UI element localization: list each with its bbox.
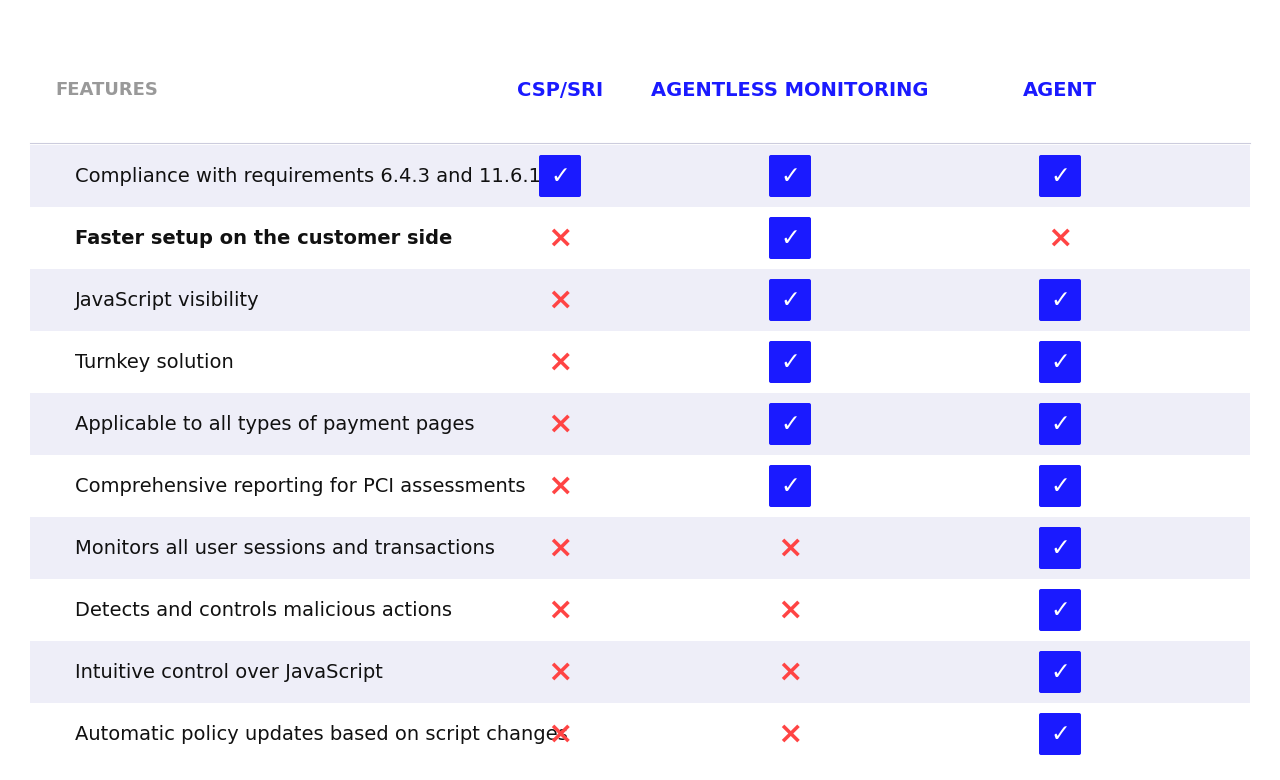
Text: ×: ×: [548, 410, 572, 438]
Text: FEATURES: FEATURES: [55, 81, 157, 99]
FancyBboxPatch shape: [769, 341, 812, 383]
Text: ✓: ✓: [1050, 350, 1070, 374]
Text: ✓: ✓: [1050, 412, 1070, 436]
Bar: [29, 641, 1251, 703]
FancyBboxPatch shape: [1039, 589, 1082, 631]
Text: Comprehensive reporting for PCI assessments: Comprehensive reporting for PCI assessme…: [76, 477, 526, 495]
Text: ×: ×: [548, 224, 572, 253]
Text: ×: ×: [548, 534, 572, 562]
Bar: [29, 269, 1251, 331]
Text: ×: ×: [548, 285, 572, 314]
FancyBboxPatch shape: [769, 465, 812, 507]
Text: Automatic policy updates based on script changes: Automatic policy updates based on script…: [76, 725, 568, 743]
Bar: [29, 703, 1251, 765]
Text: ✓: ✓: [780, 288, 800, 312]
Text: ×: ×: [548, 348, 572, 377]
Text: ×: ×: [548, 719, 572, 749]
Bar: [29, 455, 1251, 517]
FancyBboxPatch shape: [1039, 465, 1082, 507]
FancyBboxPatch shape: [1039, 341, 1082, 383]
Text: Compliance with requirements 6.4.3 and 11.6.1: Compliance with requirements 6.4.3 and 1…: [76, 166, 541, 186]
Text: ✓: ✓: [780, 474, 800, 498]
FancyBboxPatch shape: [1039, 279, 1082, 321]
Text: ×: ×: [548, 658, 572, 686]
Text: JavaScript visibility: JavaScript visibility: [76, 290, 260, 310]
Text: ×: ×: [548, 471, 572, 501]
Text: Faster setup on the customer side: Faster setup on the customer side: [76, 229, 452, 247]
Text: ×: ×: [777, 595, 803, 625]
FancyBboxPatch shape: [1039, 155, 1082, 197]
Text: ✓: ✓: [780, 164, 800, 188]
Text: AGENT: AGENT: [1023, 80, 1097, 100]
Text: ✓: ✓: [550, 164, 570, 188]
Bar: [29, 145, 1251, 207]
Text: ✓: ✓: [1050, 536, 1070, 560]
Text: ✓: ✓: [1050, 598, 1070, 622]
FancyBboxPatch shape: [1039, 713, 1082, 755]
Text: CSP/SRI: CSP/SRI: [517, 80, 603, 100]
Text: ✓: ✓: [1050, 722, 1070, 746]
Text: ×: ×: [777, 534, 803, 562]
Text: Turnkey solution: Turnkey solution: [76, 353, 234, 371]
FancyBboxPatch shape: [769, 217, 812, 259]
Text: Intuitive control over JavaScript: Intuitive control over JavaScript: [76, 662, 383, 682]
FancyBboxPatch shape: [1039, 527, 1082, 569]
Text: ✓: ✓: [1050, 660, 1070, 684]
FancyBboxPatch shape: [769, 155, 812, 197]
FancyBboxPatch shape: [769, 279, 812, 321]
Bar: [29, 517, 1251, 579]
FancyBboxPatch shape: [1039, 651, 1082, 693]
Text: Applicable to all types of payment pages: Applicable to all types of payment pages: [76, 414, 475, 434]
Text: ✓: ✓: [780, 350, 800, 374]
Text: ×: ×: [777, 719, 803, 749]
FancyBboxPatch shape: [539, 155, 581, 197]
Text: AGENTLESS MONITORING: AGENTLESS MONITORING: [652, 80, 929, 100]
FancyBboxPatch shape: [1039, 403, 1082, 445]
Text: ✓: ✓: [1050, 474, 1070, 498]
FancyBboxPatch shape: [769, 403, 812, 445]
Text: ×: ×: [777, 658, 803, 686]
Bar: [29, 393, 1251, 455]
Text: Monitors all user sessions and transactions: Monitors all user sessions and transacti…: [76, 538, 495, 558]
Bar: [29, 331, 1251, 393]
Text: ✓: ✓: [780, 412, 800, 436]
Text: ×: ×: [1047, 224, 1073, 253]
Text: ✓: ✓: [1050, 164, 1070, 188]
Text: ✓: ✓: [1050, 288, 1070, 312]
Bar: [29, 207, 1251, 269]
Bar: [29, 579, 1251, 641]
Text: ✓: ✓: [780, 226, 800, 250]
Text: ×: ×: [548, 595, 572, 625]
Text: Detects and controls malicious actions: Detects and controls malicious actions: [76, 601, 452, 619]
